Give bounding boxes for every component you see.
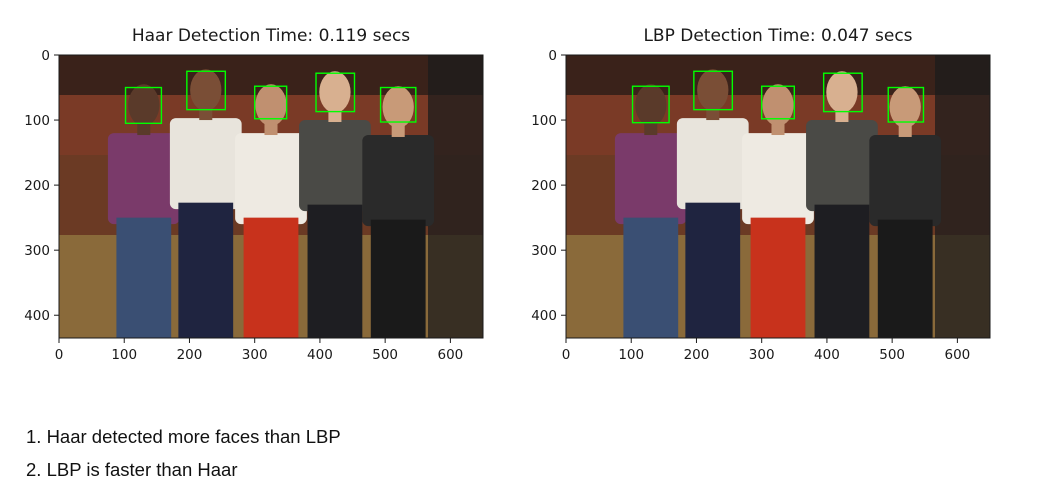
- face-box: [822, 72, 863, 113]
- y-tick-label: 0: [41, 48, 50, 64]
- x-tick-label: 600: [437, 347, 463, 363]
- face-box: [760, 85, 796, 120]
- x-tick-label: 0: [562, 347, 571, 363]
- y-tick-label: 100: [24, 113, 50, 129]
- lbp-axes-frame: [565, 54, 991, 339]
- note-item: 2. LBP is faster than Haar: [26, 459, 238, 480]
- y-tick-label: 400: [24, 308, 50, 324]
- y-tick-label: 100: [531, 113, 557, 129]
- haar-photo: [59, 55, 483, 338]
- face-box: [693, 70, 734, 111]
- haar-axes-frame: [58, 54, 484, 339]
- y-tick-label: 400: [531, 308, 557, 324]
- lbp-plot-area: 0 100 200 300 400 500 600 0 100 200 300 400: [531, 48, 991, 363]
- face-box: [631, 85, 670, 124]
- x-tick-label: 300: [749, 347, 775, 363]
- y-tick-label: 300: [531, 243, 557, 259]
- x-tick-label: 500: [372, 347, 398, 363]
- face-box: [124, 86, 163, 125]
- y-tick-label: 200: [24, 178, 50, 194]
- x-tick-label: 200: [684, 347, 710, 363]
- x-tick-label: 600: [944, 347, 970, 363]
- y-tick-label: 200: [531, 178, 557, 194]
- conclusion-notes: 1. Haar detected more faces than LBP 2. …: [26, 420, 341, 486]
- x-tick-label: 500: [879, 347, 905, 363]
- face-box: [887, 86, 925, 123]
- x-tick-label: 200: [177, 347, 203, 363]
- x-tick-label: 100: [618, 347, 644, 363]
- x-tick-label: 400: [814, 347, 840, 363]
- lbp-plot-title: LBP Detection Time: 0.047 secs: [643, 26, 913, 46]
- face-box: [379, 86, 417, 123]
- face-box: [186, 70, 227, 111]
- y-tick-label: 300: [24, 243, 50, 259]
- face-box: [253, 85, 288, 120]
- x-tick-label: 400: [307, 347, 333, 363]
- y-tick-label: 0: [548, 48, 557, 64]
- haar-plot-title: Haar Detection Time: 0.119 secs: [131, 26, 411, 46]
- haar-plot-area: 0 100 200 300 400 500 600 0 100 200 300 400: [24, 48, 484, 363]
- face-box: [315, 72, 356, 113]
- lbp-photo: [566, 55, 990, 338]
- x-tick-label: 100: [111, 347, 137, 363]
- x-tick-label: 0: [55, 347, 64, 363]
- x-tick-label: 300: [242, 347, 268, 363]
- note-item: 1. Haar detected more faces than LBP: [26, 426, 341, 447]
